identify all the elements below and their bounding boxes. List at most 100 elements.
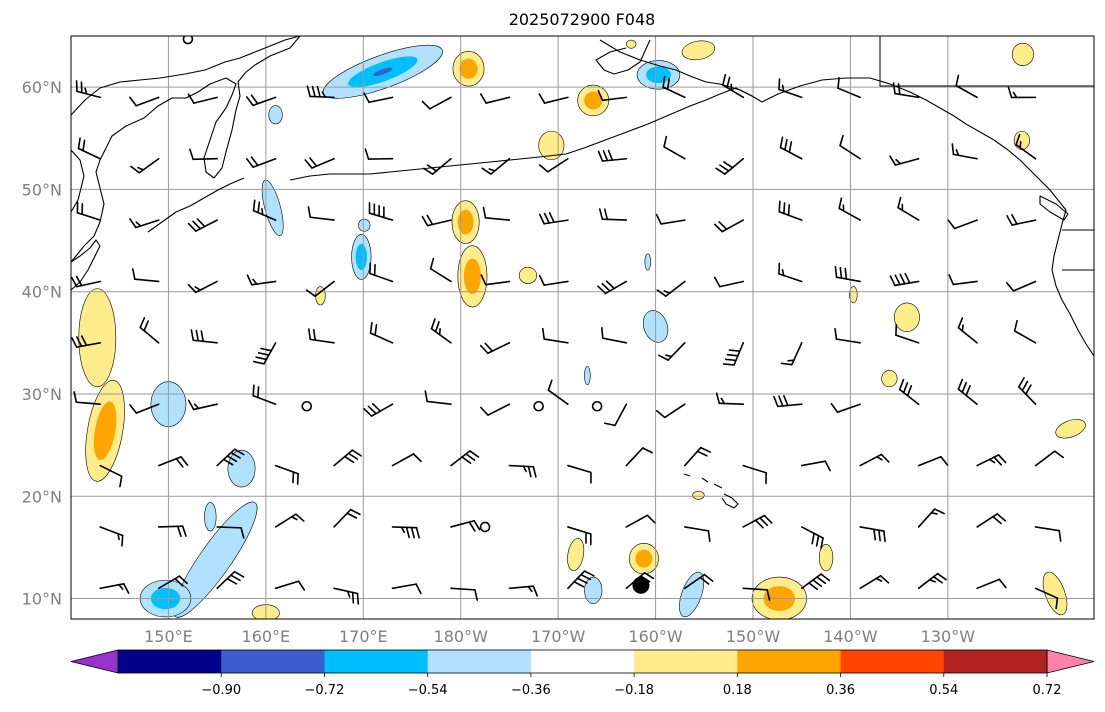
negative-anomaly xyxy=(358,218,371,232)
lon-tick-label: 180°W xyxy=(434,627,489,646)
wind-barb xyxy=(837,76,861,99)
lon-tick-label: 160°W xyxy=(628,627,683,646)
sakhalin-coastline xyxy=(71,149,85,213)
negative-anomaly xyxy=(636,60,681,90)
wind-barb xyxy=(742,514,773,529)
wind-barb xyxy=(157,456,189,468)
wind-barb xyxy=(450,519,481,532)
wind-barb xyxy=(538,157,569,173)
wind-barb xyxy=(274,580,306,591)
wind-barb xyxy=(917,508,945,528)
wind-barb xyxy=(368,201,394,221)
positive-anomaly xyxy=(78,288,117,388)
wind-barb xyxy=(252,342,277,365)
border-canada-alaska xyxy=(879,36,1094,87)
negative-anomaly xyxy=(173,501,258,618)
colorbar-segment xyxy=(530,650,635,673)
wind-barb xyxy=(683,573,714,590)
colorbar-tick-label: 0.36 xyxy=(826,683,855,698)
wind-barb xyxy=(742,464,767,485)
wind-barb xyxy=(547,379,569,406)
wind-barb xyxy=(423,157,452,175)
positive-anomaly xyxy=(881,370,898,388)
wind-barb xyxy=(779,136,803,160)
lon-tick-label: 150°W xyxy=(726,627,781,646)
colorbar-high-extend xyxy=(1046,649,1095,674)
colorbar-tick-label: −0.72 xyxy=(305,683,345,698)
wind-barb xyxy=(131,268,160,283)
wind-barb xyxy=(541,327,569,344)
alaska-coastline xyxy=(599,39,1094,357)
wind-barb xyxy=(1034,450,1064,467)
wind-barb xyxy=(538,93,569,104)
wind-barb xyxy=(252,199,277,221)
wind-barb xyxy=(800,573,831,591)
wind-barb xyxy=(715,392,745,406)
wind-barb xyxy=(715,157,745,175)
wind-barb xyxy=(73,391,102,406)
colorbar-tick-label: −0.54 xyxy=(408,683,448,698)
positive-anomaly xyxy=(849,286,858,304)
colorbar-segment xyxy=(737,650,842,673)
wind-barb xyxy=(834,327,861,344)
wind-barb xyxy=(917,455,949,467)
positive-anomaly xyxy=(818,544,834,572)
wind-barb xyxy=(187,93,218,104)
wind-barb xyxy=(363,403,394,417)
wind-barb xyxy=(1005,280,1037,292)
wind-barb xyxy=(306,85,335,99)
wind-barb xyxy=(216,448,245,467)
wind-barb xyxy=(655,213,686,225)
wind-barb xyxy=(1034,526,1062,542)
wind-barb xyxy=(274,464,299,485)
wind-barb xyxy=(859,526,886,543)
wind-barb xyxy=(603,403,628,427)
wind-barb xyxy=(480,93,511,104)
colorbar-low-extend xyxy=(70,649,119,674)
negative-anomaly xyxy=(227,449,256,488)
colorbar-tick-label: −0.18 xyxy=(614,683,654,698)
lat-tick-label: 60°N xyxy=(22,78,62,97)
wind-barb xyxy=(838,197,861,221)
wind-barb xyxy=(274,513,305,528)
wind-barb xyxy=(333,587,360,605)
wind-barb xyxy=(859,575,890,590)
gridlines xyxy=(71,36,1094,619)
wind-barb xyxy=(895,323,920,344)
lon-tick-label: 170°E xyxy=(339,627,388,646)
wind-barb xyxy=(800,460,831,472)
wind-barb xyxy=(305,280,335,297)
positive-anomaly xyxy=(518,266,538,284)
wind-barb xyxy=(481,157,511,175)
wind-barb xyxy=(598,208,628,221)
calm-wind-marker xyxy=(591,400,603,412)
positive-anomaly xyxy=(567,538,585,572)
positive-anomaly xyxy=(1011,42,1034,66)
wind-barb xyxy=(859,453,890,467)
colorbar-tick-label: 0.72 xyxy=(1033,683,1062,698)
negative-anomaly xyxy=(322,44,443,99)
positive-anomaly xyxy=(893,302,920,332)
map-frame xyxy=(70,35,1095,620)
wind-barb xyxy=(157,525,187,538)
wind-barb xyxy=(713,276,745,288)
wind-barb xyxy=(957,378,978,406)
wind-barb xyxy=(190,329,218,344)
wind-barb xyxy=(369,262,394,283)
wind-barb xyxy=(216,570,245,590)
positive-anomaly xyxy=(577,84,610,117)
wind-barb xyxy=(129,96,160,107)
kuril-islands xyxy=(147,177,245,233)
wind-barb xyxy=(538,212,569,225)
positive-anomaly xyxy=(1055,419,1086,439)
wind-barb xyxy=(189,148,218,161)
wind-barb xyxy=(800,526,824,550)
wind-barb xyxy=(333,508,361,528)
aleutian-islands xyxy=(289,111,677,181)
lon-tick-label: 140°W xyxy=(823,627,878,646)
lon-tick-label: 150°E xyxy=(144,627,193,646)
vancouver-island xyxy=(1039,195,1069,221)
wind-barb xyxy=(830,402,861,413)
wind-barb xyxy=(655,403,686,419)
